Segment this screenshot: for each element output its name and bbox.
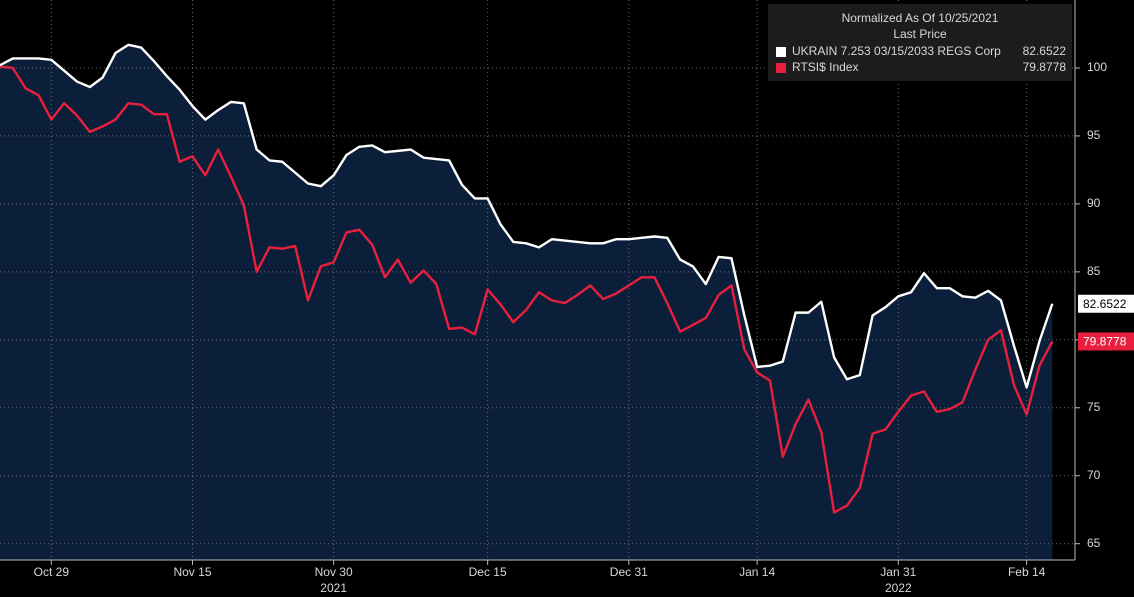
y-tick-label: 75 xyxy=(1087,400,1101,414)
x-tick-label: Dec 31 xyxy=(610,565,648,579)
x-year-label: 2022 xyxy=(885,581,912,595)
legend-value: 79.8778 xyxy=(1023,60,1067,74)
legend-swatch xyxy=(776,47,786,57)
y-tick-label: 70 xyxy=(1087,468,1101,482)
x-tick-label: Dec 15 xyxy=(469,565,507,579)
x-tick-label: Jan 14 xyxy=(739,565,775,579)
x-tick-label: Oct 29 xyxy=(34,565,70,579)
y-tick-label: 100 xyxy=(1087,60,1107,74)
legend-subtitle: Last Price xyxy=(893,27,947,41)
legend: Normalized As Of 10/25/2021 Last Price UKR… xyxy=(768,4,1072,81)
last-value-label: 79.8778 xyxy=(1083,335,1127,349)
last-value-badge xyxy=(1078,332,1134,351)
y-tick-label: 65 xyxy=(1087,536,1101,550)
y-tick-label: 85 xyxy=(1087,264,1101,278)
legend-swatch xyxy=(776,63,786,73)
x-tick-label: Nov 15 xyxy=(173,565,211,579)
last-value-badge xyxy=(1078,294,1134,313)
y-tick-label: 95 xyxy=(1087,128,1101,142)
line xyxy=(0,43,1054,389)
last-value-label: 82.6522 xyxy=(1083,297,1127,311)
line xyxy=(0,65,1054,514)
legend-value: 82.6522 xyxy=(1023,44,1067,58)
x-year-label: 2021 xyxy=(320,581,347,595)
legend-box xyxy=(768,4,1072,81)
area xyxy=(0,44,1053,560)
x-tick-label: Feb 14 xyxy=(1008,565,1046,579)
x-tick-label: Nov 30 xyxy=(315,565,353,579)
legend-label: RTSI$ Index xyxy=(792,60,858,74)
x-tick-label: Jan 31 xyxy=(880,565,916,579)
legend-title: Normalized As Of 10/25/2021 xyxy=(842,11,999,25)
y-tick-label: 90 xyxy=(1087,196,1101,210)
legend-label: UKRAIN 7.253 03/15/2033 REGS Corp xyxy=(792,44,1001,58)
